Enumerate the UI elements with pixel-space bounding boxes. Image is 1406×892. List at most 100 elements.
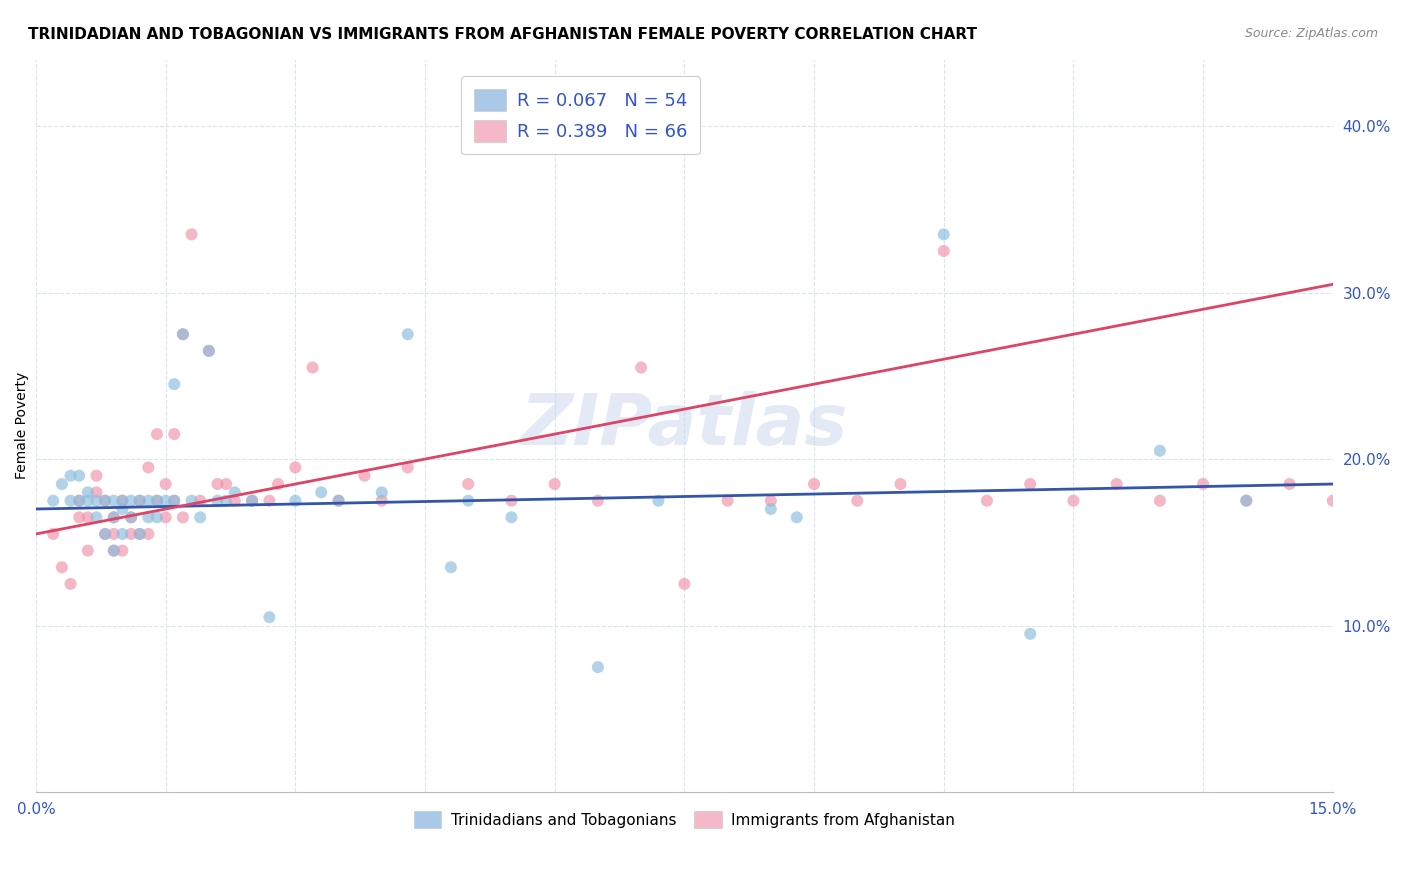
Point — [1192, 477, 1215, 491]
Point — [155, 477, 177, 491]
Point — [138, 493, 160, 508]
Point — [111, 527, 134, 541]
Point — [67, 493, 90, 508]
Point — [59, 468, 82, 483]
Point — [163, 427, 186, 442]
Point — [86, 510, 108, 524]
Point — [846, 493, 869, 508]
Point — [544, 477, 567, 491]
Point — [128, 493, 150, 508]
Point — [198, 343, 221, 358]
Point — [259, 493, 281, 508]
Point — [138, 527, 160, 541]
Point — [1019, 477, 1042, 491]
Point — [146, 493, 169, 508]
Point — [1062, 493, 1084, 508]
Point — [240, 493, 263, 508]
Point — [932, 244, 955, 258]
Point — [76, 510, 98, 524]
Point — [51, 477, 73, 491]
Point — [240, 493, 263, 508]
Point — [120, 493, 142, 508]
Point — [103, 543, 125, 558]
Point — [207, 477, 229, 491]
Point — [932, 227, 955, 242]
Point — [1149, 493, 1171, 508]
Point — [67, 510, 90, 524]
Point — [138, 460, 160, 475]
Point — [1278, 477, 1301, 491]
Point — [267, 477, 290, 491]
Point — [457, 493, 479, 508]
Point — [111, 493, 134, 508]
Point — [301, 360, 323, 375]
Text: ZIPatlas: ZIPatlas — [520, 392, 848, 460]
Point — [1234, 493, 1257, 508]
Point — [42, 493, 65, 508]
Point — [188, 493, 211, 508]
Point — [146, 427, 169, 442]
Point — [103, 510, 125, 524]
Point — [94, 527, 117, 541]
Point — [396, 327, 419, 342]
Point — [328, 493, 350, 508]
Point — [1234, 493, 1257, 508]
Point — [172, 327, 194, 342]
Point — [328, 493, 350, 508]
Point — [111, 543, 134, 558]
Point — [76, 485, 98, 500]
Point — [51, 560, 73, 574]
Point — [1019, 627, 1042, 641]
Point — [155, 493, 177, 508]
Point — [146, 493, 169, 508]
Point — [716, 493, 738, 508]
Point — [259, 610, 281, 624]
Point — [146, 510, 169, 524]
Point — [103, 493, 125, 508]
Point — [188, 510, 211, 524]
Text: TRINIDADIAN AND TOBAGONIAN VS IMMIGRANTS FROM AFGHANISTAN FEMALE POVERTY CORRELA: TRINIDADIAN AND TOBAGONIAN VS IMMIGRANTS… — [28, 27, 977, 42]
Point — [198, 343, 221, 358]
Point — [586, 660, 609, 674]
Point — [586, 493, 609, 508]
Point — [120, 510, 142, 524]
Point — [172, 327, 194, 342]
Point — [630, 360, 652, 375]
Point — [309, 485, 332, 500]
Legend: Trinidadians and Tobagonians, Immigrants from Afghanistan: Trinidadians and Tobagonians, Immigrants… — [406, 804, 963, 836]
Point — [889, 477, 911, 491]
Point — [94, 493, 117, 508]
Point — [128, 527, 150, 541]
Point — [163, 493, 186, 508]
Point — [128, 493, 150, 508]
Point — [284, 493, 307, 508]
Point — [103, 510, 125, 524]
Point — [103, 543, 125, 558]
Point — [111, 493, 134, 508]
Point — [976, 493, 998, 508]
Point — [759, 493, 782, 508]
Point — [1149, 443, 1171, 458]
Point — [353, 468, 375, 483]
Point — [215, 493, 238, 508]
Point — [163, 493, 186, 508]
Point — [86, 493, 108, 508]
Point — [67, 468, 90, 483]
Point — [759, 502, 782, 516]
Point — [396, 460, 419, 475]
Point — [371, 493, 394, 508]
Point — [94, 493, 117, 508]
Point — [440, 560, 463, 574]
Point — [128, 527, 150, 541]
Point — [94, 527, 117, 541]
Point — [103, 527, 125, 541]
Point — [215, 477, 238, 491]
Point — [67, 493, 90, 508]
Point — [86, 468, 108, 483]
Point — [371, 485, 394, 500]
Text: Source: ZipAtlas.com: Source: ZipAtlas.com — [1244, 27, 1378, 40]
Point — [224, 493, 246, 508]
Point — [207, 493, 229, 508]
Point — [284, 460, 307, 475]
Point — [163, 377, 186, 392]
